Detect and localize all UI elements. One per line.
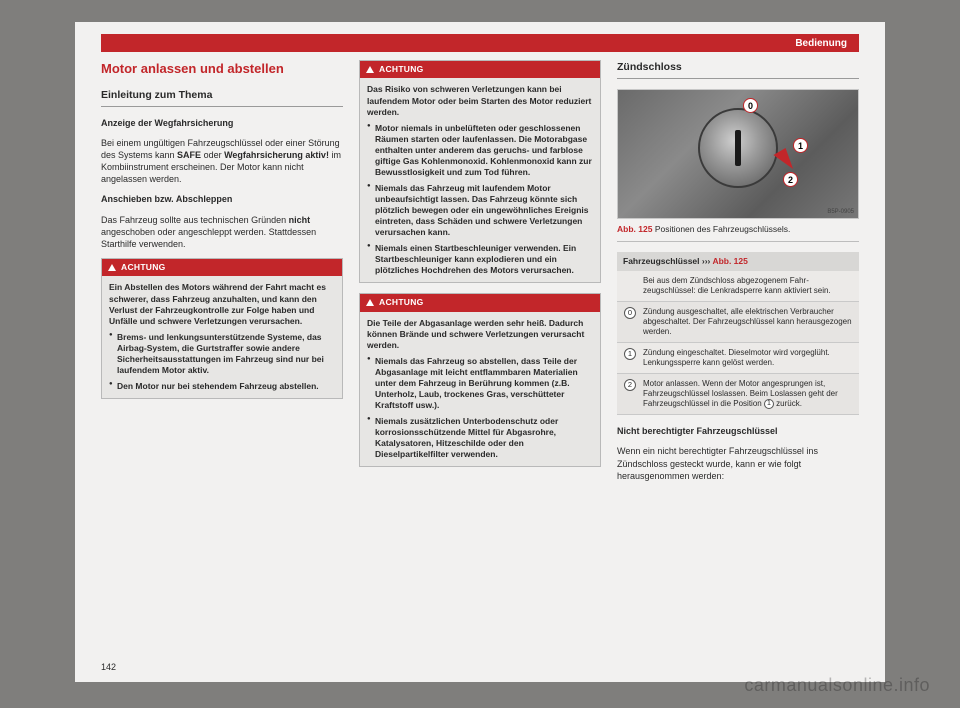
rotation-arrow-icon xyxy=(773,148,796,174)
paragraph: Bei einem ungültigen Fahrzeugschlüssel o… xyxy=(101,137,343,186)
column-2: ACHTUNG Das Risiko von schweren Verletzu… xyxy=(359,60,601,490)
column-1: Motor anlassen und abstellen Einleitung … xyxy=(101,60,343,490)
warning-label: ACHTUNG xyxy=(379,297,424,308)
figure-ref-code: B5P-0905 xyxy=(827,208,854,216)
warning-triangle-icon xyxy=(366,66,374,73)
warning-header: ACHTUNG xyxy=(360,61,600,78)
warning-body: Das Risiko von schweren Verletzungen kan… xyxy=(360,78,600,282)
content-columns: Motor anlassen und abstellen Einleitung … xyxy=(101,60,859,490)
warning-label: ACHTUNG xyxy=(121,262,166,273)
paragraph-title: Anzeige der Wegfahrsicherung xyxy=(101,117,343,129)
row-text: Zündung ausgeschaltet, alle elektrischen… xyxy=(643,307,853,337)
warning-text: Ein Abstellen des Motors während der Fah… xyxy=(109,282,335,326)
table-row: 1 Zündung eingeschaltet. Dieselmotor wir… xyxy=(617,343,859,374)
warning-text: Das Risiko von schweren Verletzungen kan… xyxy=(367,84,593,117)
chapter-header: Bedienung xyxy=(101,34,859,52)
warning-body: Ein Abstellen des Motors während der Fah… xyxy=(102,276,342,397)
warning-triangle-icon xyxy=(108,264,116,271)
paragraph-title: Nicht berechtigter Fahrzeugschlüssel xyxy=(617,425,859,437)
row-icon: 0 xyxy=(623,307,637,337)
warning-box: ACHTUNG Die Teile der Abgasanlage werden… xyxy=(359,293,601,467)
warning-label: ACHTUNG xyxy=(379,64,424,75)
warning-triangle-icon xyxy=(366,299,374,306)
column-3: Zündschloss 0 1 2 B5P-0905 Abb. 125 Posi… xyxy=(617,60,859,490)
row-text: Zündung eingeschaltet. Dieselmotor wird … xyxy=(643,348,853,368)
warning-bullet: Niemals zusätzlichen Unterbodenschutz od… xyxy=(367,416,593,460)
sub-heading: Zündschloss xyxy=(617,60,859,79)
warning-text: Die Teile der Abgasanlage werden sehr he… xyxy=(367,318,593,351)
position-label-2: 2 xyxy=(783,172,798,187)
row-icon-blank xyxy=(623,276,637,296)
sub-heading: Einleitung zum Thema xyxy=(101,88,343,107)
page-number: 142 xyxy=(101,662,116,672)
warning-bullet: Den Motor nur bei stehendem Fahrzeug ab­… xyxy=(109,381,335,392)
warning-box: ACHTUNG Ein Abstellen des Motors während… xyxy=(101,258,343,399)
manual-page: Bedienung Motor anlassen und abstellen E… xyxy=(75,22,885,682)
position-label-1: 1 xyxy=(793,138,808,153)
paragraph-title: Anschieben bzw. Abschleppen xyxy=(101,193,343,205)
warning-box: ACHTUNG Das Risiko von schweren Verletzu… xyxy=(359,60,601,283)
table-header: Fahrzeugschlüssel ››› Abb. 125 xyxy=(617,252,859,271)
row-icon: 1 xyxy=(623,348,637,368)
warning-body: Die Teile der Abgasanlage werden sehr he… xyxy=(360,312,600,467)
figure-number: Abb. 125 xyxy=(617,224,652,234)
paragraph: Wenn ein nicht berechtigter Fahrzeugschl… xyxy=(617,445,859,481)
table-row: 0 Zündung ausgeschaltet, alle elektrisch… xyxy=(617,302,859,343)
warning-bullet: Niemals einen Startbeschleuniger verwen­… xyxy=(367,243,593,276)
row-icon: 2 xyxy=(623,379,637,409)
warning-bullet: Niemals das Fahrzeug mit laufendem Motor… xyxy=(367,183,593,238)
inline-position-icon: 1 xyxy=(764,399,774,409)
warning-bullet: Niemals das Fahrzeug so abstellen, dass … xyxy=(367,356,593,411)
table-row: Bei aus dem Zündschloss abgezogenem Fahr… xyxy=(617,271,859,302)
table-row: 2 Motor anlassen. Wenn der Motor angespr… xyxy=(617,374,859,415)
warning-header: ACHTUNG xyxy=(102,259,342,276)
key-position-table: Fahrzeugschlüssel ››› Abb. 125 Bei aus d… xyxy=(617,252,859,416)
warning-header: ACHTUNG xyxy=(360,294,600,311)
watermark: carmanualsonline.info xyxy=(744,675,930,696)
ignition-figure: 0 1 2 B5P-0905 xyxy=(617,89,859,219)
warning-bullet: Brems- und lenkungsunterstützende Syste­… xyxy=(109,332,335,376)
figure-caption-text: Positionen des Fahrzeugschlüssels. xyxy=(655,224,791,234)
section-heading: Motor anlassen und abstellen xyxy=(101,60,343,78)
chapter-title: Bedienung xyxy=(795,38,847,49)
row-text: Motor anlassen. Wenn der Motor angesprun… xyxy=(643,379,853,409)
ignition-slot-icon xyxy=(698,108,778,188)
paragraph: Das Fahrzeug sollte aus technischen Grün… xyxy=(101,214,343,250)
warning-bullet: Motor niemals in unbelüfteten oder ge­sc… xyxy=(367,123,593,178)
figure-caption: Abb. 125 Positionen des Fahrzeugschlüsse… xyxy=(617,221,859,241)
row-text: Bei aus dem Zündschloss abgezogenem Fahr… xyxy=(643,276,853,296)
